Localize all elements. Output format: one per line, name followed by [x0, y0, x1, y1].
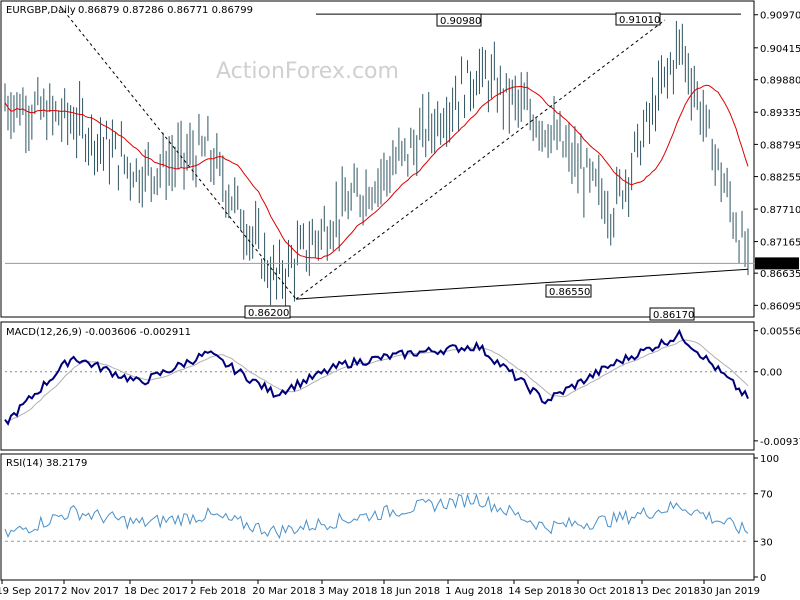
symbol-title: EURGBP,Daily — [6, 5, 76, 16]
x-tick-label: 19 Sep 2017 — [0, 586, 60, 597]
level-label-box — [615, 12, 661, 26]
macd-panel-frame — [0, 321, 755, 451]
macd-y-tick-label: 0.005567 — [760, 327, 800, 338]
price-y-tick-label: 0.89880 — [760, 76, 800, 87]
rsi-panel — [4, 492, 749, 542]
x-tick-label: 20 Mar 2018 — [252, 586, 315, 597]
moving-average-line — [4, 84, 749, 260]
channel-dashed-line — [59, 5, 297, 300]
rsi-y-tick-label: 100 — [760, 454, 779, 465]
current-price-label: 0.86799 — [758, 259, 799, 270]
price-y-tick-label: 0.87165 — [760, 238, 800, 249]
price-y-tick-label: 0.86635 — [760, 269, 800, 280]
x-tick-label: 2 Feb 2018 — [190, 586, 246, 597]
channel-dashed-line — [295, 19, 666, 300]
level-label: 0.90980 — [440, 16, 481, 27]
price-panel: 0.90980 0.91010 0.86200 0.86550 0.86170 — [4, 5, 755, 321]
price-y-tick-label: 0.90415 — [760, 44, 800, 55]
rsi-y-tick-label: 30 — [760, 537, 773, 548]
level-label: 0.91010 — [619, 15, 660, 26]
macd-line — [4, 328, 749, 426]
x-tick-label: 30 Jan 2019 — [700, 586, 760, 597]
level-label-box — [244, 305, 291, 319]
price-y-tick-label: 0.87710 — [760, 205, 800, 216]
price-y-tick-label: 0.90970 — [760, 11, 800, 22]
level-label-box — [436, 13, 482, 27]
price-y-tick-label: 0.88795 — [760, 140, 800, 151]
x-tick-label: 30 Oct 2018 — [573, 586, 635, 597]
current-price-marker — [755, 257, 799, 270]
rsi-panel-frame — [0, 453, 755, 581]
price-panel-frame — [0, 0, 755, 318]
x-tick-label: 3 May 2018 — [319, 586, 378, 597]
x-tick-label: 2 Nov 2017 — [61, 586, 119, 597]
macd-y-tick-label: 0.00 — [760, 368, 782, 379]
price-y-tick-label: 0.86095 — [760, 301, 800, 312]
macd-signal-line — [4, 339, 749, 423]
watermark: ActionForex.com — [216, 59, 399, 84]
level-label-box — [545, 284, 592, 298]
rsi-y-tick-label: 0 — [760, 573, 766, 584]
x-tick-label: 18 Jun 2018 — [380, 586, 440, 597]
x-tick-label: 14 Sep 2018 — [508, 586, 571, 597]
support-trendline — [295, 268, 749, 300]
level-label: 0.86170 — [653, 310, 694, 321]
rsi-y-tick-label: 70 — [760, 490, 773, 501]
rsi-title: RSI(14) 38.2179 — [6, 458, 87, 469]
macd-title: MACD(12,26,9) -0.003606 -0.002911 — [6, 327, 191, 338]
axes: 0.90970 0.90415 0.89880 0.89335 0.88795 0.882… — [0, 11, 800, 597]
macd-y-tick-label: -0.00937 — [760, 437, 800, 448]
x-tick-label: 1 Aug 2018 — [445, 586, 503, 597]
x-tick-label: 13 Dec 2018 — [636, 586, 700, 597]
level-label-box — [649, 307, 695, 321]
ohlc-values: 0.86879 0.87286 0.86771 0.86799 — [78, 5, 253, 16]
macd-panel — [4, 328, 749, 426]
x-tick-label: 18 Dec 2017 — [124, 586, 188, 597]
level-label: 0.86550 — [549, 287, 590, 298]
price-y-tick-label: 0.88255 — [760, 173, 800, 184]
price-y-tick-label: 0.89335 — [760, 108, 800, 119]
rsi-line — [4, 492, 749, 540]
level-label: 0.86200 — [248, 308, 289, 319]
